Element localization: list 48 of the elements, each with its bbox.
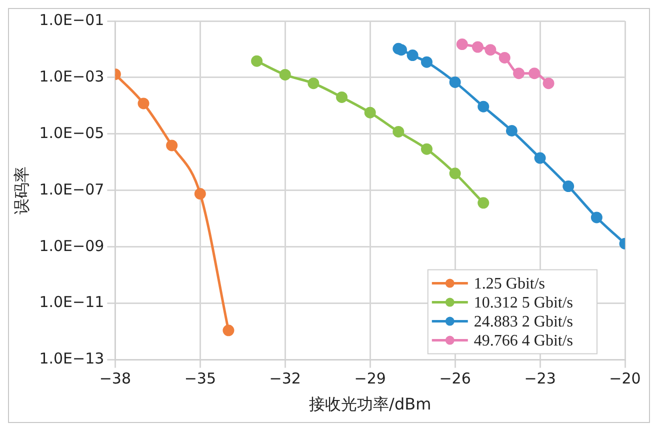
point	[472, 41, 484, 53]
legend-label: 1.25 Gbit/s	[474, 276, 546, 293]
point	[456, 38, 468, 50]
point	[449, 168, 461, 180]
y-tick-label: 1.0E−11	[39, 293, 104, 312]
point	[534, 152, 546, 164]
point	[506, 124, 518, 136]
point	[406, 50, 418, 62]
y-tick-label: 1.0E−09	[39, 236, 104, 255]
legend-label: 24.883 2 Gbit/s	[474, 314, 574, 331]
point	[513, 68, 525, 80]
x-tick-label: −35	[184, 370, 216, 388]
point	[364, 106, 376, 118]
point	[336, 91, 348, 103]
point	[222, 324, 234, 336]
y-axis-title: 误码率	[12, 166, 31, 214]
x-tick-label: −32	[269, 370, 301, 388]
legend-label: 49.766 4 Gbit/s	[474, 332, 574, 350]
legend-label: 10.312 5 Gbit/s	[474, 294, 574, 312]
y-tick-label: 1.0E−07	[39, 180, 104, 198]
y-tick-label: 1.0E−05	[39, 124, 104, 142]
point	[562, 180, 574, 192]
point	[449, 76, 461, 88]
x-tick-label: −29	[354, 370, 386, 388]
point	[420, 56, 432, 68]
point	[498, 52, 510, 64]
point	[392, 126, 404, 138]
point	[478, 197, 490, 209]
point	[194, 188, 206, 200]
point	[484, 44, 496, 56]
point	[138, 98, 150, 110]
point	[542, 78, 554, 90]
y-tick-label: 1.0E−03	[39, 67, 104, 86]
x-tick-label: −23	[524, 370, 556, 388]
point	[251, 55, 263, 67]
point	[528, 68, 540, 80]
point	[166, 140, 178, 152]
point	[478, 100, 490, 112]
x-tick-label: −20	[609, 370, 641, 388]
x-tick-label: −38	[99, 370, 132, 388]
x-tick-label: −26	[439, 370, 471, 388]
x-axis-title: 接收光功率/dBm	[309, 394, 432, 414]
y-tick-label: 1.0E−01	[39, 10, 104, 29]
point	[279, 68, 291, 80]
point	[308, 78, 320, 90]
point	[590, 212, 602, 224]
point	[420, 143, 432, 155]
y-tick-label: 1.0E−13	[39, 350, 104, 368]
